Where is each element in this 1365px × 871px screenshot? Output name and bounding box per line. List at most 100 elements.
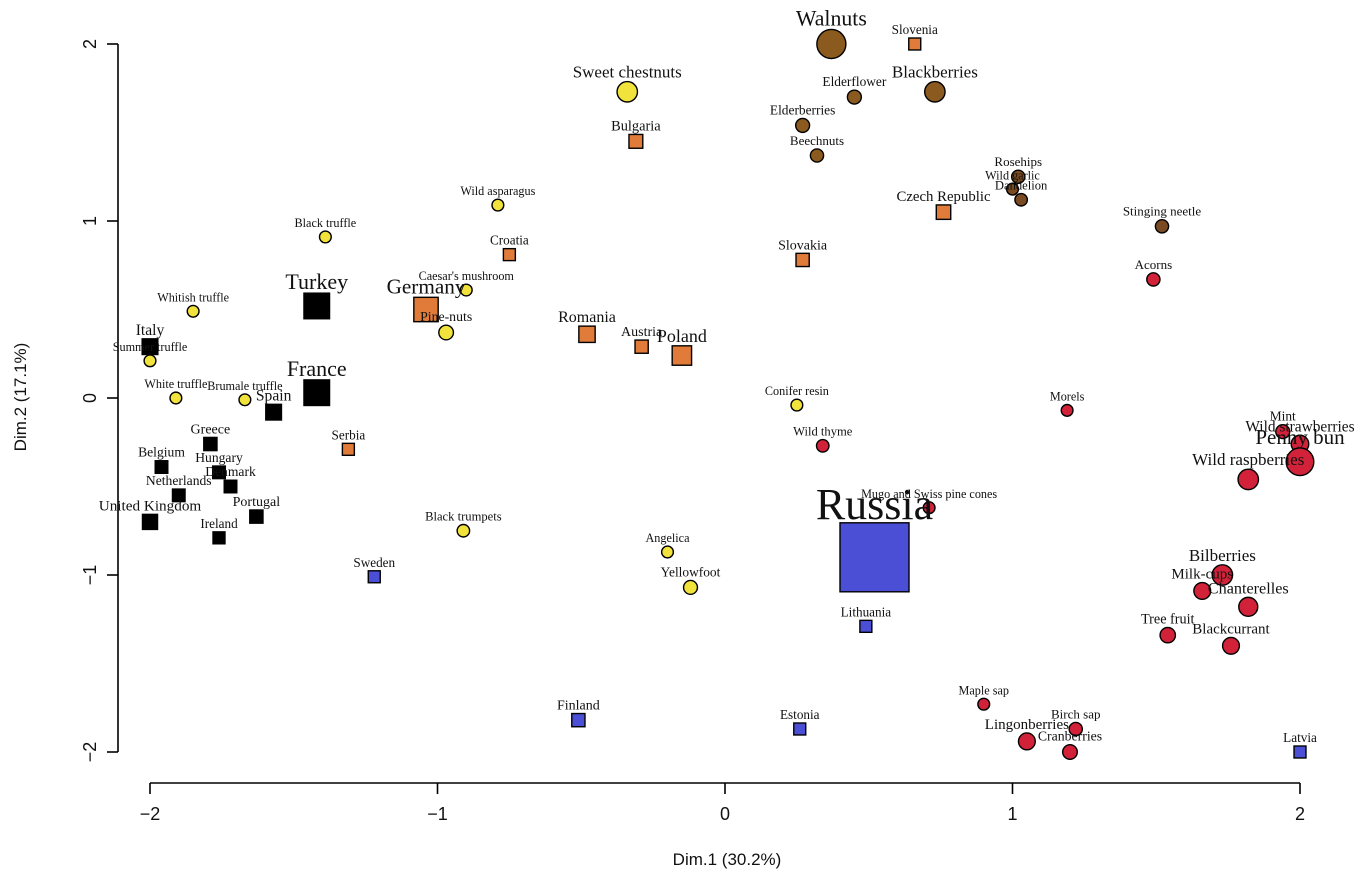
product-marker — [1017, 732, 1036, 751]
product-label: Brumale truffle — [207, 379, 282, 393]
country-label: Slovenia — [892, 22, 938, 37]
product-label: Mint — [1270, 409, 1296, 424]
product-marker — [660, 545, 675, 559]
product-label: Maple sap — [959, 683, 1009, 697]
country-label: Romania — [558, 309, 616, 326]
country-marker — [212, 465, 226, 480]
country-label: Lithuania — [841, 604, 892, 619]
country-label: Netherlands — [146, 473, 212, 488]
product-marker — [186, 304, 200, 318]
product-label: Sweet chestnuts — [573, 63, 682, 82]
y-tick-label: −1 — [80, 565, 100, 586]
country-label: Portugal — [233, 495, 281, 510]
country-marker — [341, 442, 356, 457]
y-tick-label: 1 — [80, 216, 100, 226]
product-marker — [238, 393, 252, 407]
product-label: Wild asparagus — [460, 184, 535, 198]
product-marker — [1060, 403, 1074, 417]
country-marker — [502, 247, 517, 262]
product-label: Stinging neetle — [1123, 204, 1202, 219]
product-marker — [1237, 468, 1260, 491]
product-label: Pine-nuts — [420, 309, 472, 324]
country-label: Latvia — [1283, 730, 1317, 745]
product-marker — [1146, 272, 1161, 287]
product-label: Birch sap — [1051, 706, 1100, 721]
product-label: White truffle — [144, 377, 207, 391]
country-marker — [628, 133, 644, 149]
country-marker — [935, 204, 952, 221]
country-marker — [249, 509, 264, 524]
country-label: Croatia — [490, 233, 529, 248]
country-marker — [171, 488, 186, 503]
product-marker — [1221, 636, 1241, 655]
product-marker — [682, 579, 699, 596]
product-marker — [809, 148, 825, 163]
product-label: Chanterelles — [1208, 579, 1289, 597]
country-label: France — [287, 356, 347, 381]
product-label: Blackberries — [892, 63, 978, 82]
product-label: Caesar's mushroom — [419, 269, 515, 283]
country-label: Turkey — [285, 269, 348, 294]
x-axis-title: Dim.1 (30.2%) — [673, 850, 782, 869]
product-label: Wild garlic — [985, 168, 1040, 182]
product-marker — [438, 324, 455, 341]
y-axis-title: Dim.2 (17.1%) — [11, 343, 30, 452]
country-marker — [839, 522, 910, 593]
country-marker — [203, 436, 218, 452]
country-label: Hungary — [195, 450, 243, 465]
product-marker — [922, 501, 936, 515]
country-marker — [367, 570, 381, 584]
country-marker — [212, 531, 226, 545]
x-tick-label: 0 — [720, 804, 730, 824]
country-marker — [1293, 745, 1307, 759]
product-marker — [1010, 169, 1026, 185]
x-tick-label: 2 — [1295, 804, 1305, 824]
country-label: Denmark — [205, 464, 256, 479]
country-marker — [634, 339, 649, 354]
product-label: Conifer resin — [765, 384, 829, 398]
product-label: Penny bun — [1255, 425, 1345, 449]
product-label: Yellowfoot — [661, 564, 721, 579]
product-marker — [1193, 581, 1212, 601]
product-marker — [1275, 423, 1291, 440]
product-marker — [1238, 596, 1259, 618]
product-label: Milk-cups — [1171, 567, 1233, 583]
y-tick-label: 0 — [80, 393, 100, 403]
product-marker — [923, 80, 946, 103]
country-marker — [578, 325, 596, 344]
product-marker — [1068, 721, 1084, 737]
country-label: Italy — [136, 322, 165, 339]
product-label: Elderberries — [770, 102, 835, 117]
x-tick-label: 1 — [1007, 804, 1017, 824]
product-label: Cranberries — [1038, 729, 1102, 744]
product-marker — [1154, 219, 1170, 234]
country-marker — [859, 619, 873, 634]
product-marker — [1061, 743, 1079, 761]
product-marker — [1159, 626, 1177, 644]
product-label: Mugo and Swiss pine cones — [861, 487, 997, 501]
country-marker — [303, 292, 331, 320]
product-label: Walnuts — [796, 6, 867, 30]
country-marker — [571, 712, 586, 728]
country-label: Poland — [657, 326, 707, 346]
product-label: Bilberries — [1189, 546, 1256, 565]
country-label: Belgium — [138, 445, 185, 460]
country-marker — [141, 513, 159, 531]
product-marker — [143, 354, 157, 368]
product-marker — [815, 438, 830, 453]
product-label: Acorns — [1135, 257, 1173, 272]
product-marker — [1211, 564, 1234, 586]
product-marker — [816, 28, 847, 60]
product-label: Blackcurrant — [1192, 621, 1270, 637]
chart-axes: −2 −1 0 1 2 −2 −1 0 1 2 — [80, 39, 1305, 824]
country-label: Finland — [557, 699, 600, 714]
product-marker — [977, 697, 991, 711]
product-marker — [846, 89, 863, 105]
country-marker — [793, 722, 807, 736]
country-label: Serbia — [332, 427, 366, 442]
country-label: United Kingdom — [99, 497, 202, 514]
country-marker — [671, 345, 693, 366]
product-marker — [1285, 447, 1315, 477]
product-label: Morels — [1050, 390, 1085, 404]
product-label: Dandelion — [995, 179, 1048, 193]
